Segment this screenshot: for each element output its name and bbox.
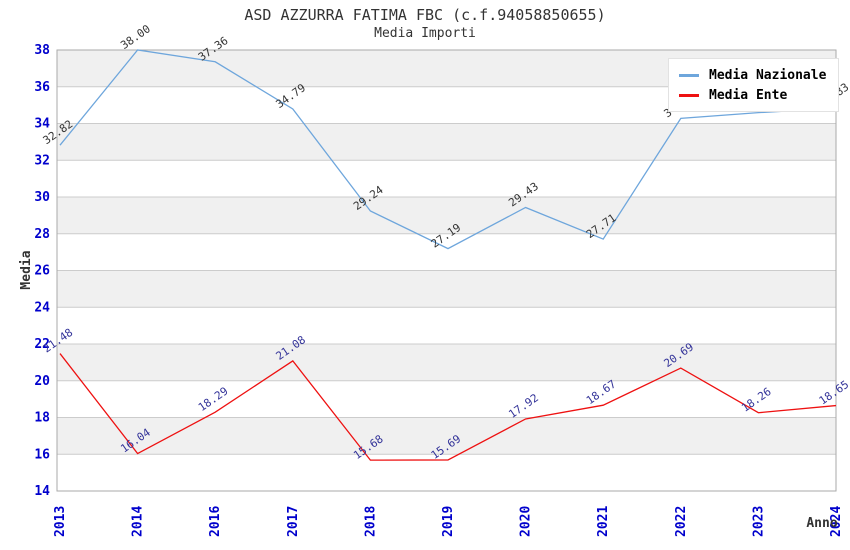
- x-tick-label: 2013: [53, 506, 68, 537]
- series-line-media-ente: [59, 353, 837, 461]
- grid-band: [57, 270, 836, 308]
- legend-box: Media Nazionale Media Ente: [668, 58, 840, 112]
- legend-swatch-media-nazionale: [679, 73, 699, 77]
- legend-item-media-ente: Media Ente: [679, 85, 826, 105]
- grid-band: [57, 123, 836, 161]
- data-label: 38.00: [118, 22, 153, 52]
- legend-swatch-media-ente: [679, 93, 699, 97]
- y-tick-label: 36: [34, 80, 50, 95]
- y-tick-label: 28: [34, 227, 50, 242]
- legend-item-media-nazionale: Media Nazionale: [679, 65, 826, 85]
- x-tick-label: 2021: [596, 506, 611, 537]
- plot-border: [56, 49, 837, 492]
- x-tick-label: 2017: [286, 506, 301, 537]
- x-tick-label: 2019: [441, 506, 456, 537]
- x-tick-label: 2014: [131, 506, 146, 537]
- chart-title: ASD AZZURRA FATIMA FBC (c.f.94058850655): [244, 6, 606, 24]
- grid-band: [57, 197, 836, 234]
- x-axis-title: Anno: [806, 516, 837, 531]
- x-tick-label: 2018: [363, 506, 378, 537]
- x-tick-label: 2024: [829, 506, 844, 537]
- data-label: 18.26: [739, 385, 774, 415]
- data-label: 18.29: [196, 384, 231, 414]
- y-tick-label: 26: [34, 264, 50, 279]
- data-label: 18.65: [817, 378, 850, 408]
- y-tick-label: 16: [34, 447, 50, 462]
- data-label: 18.67: [584, 377, 619, 407]
- y-tick-label: 20: [34, 374, 50, 389]
- y-tick-label: 38: [34, 43, 50, 58]
- y-tick-label: 18: [34, 411, 50, 426]
- y-axis-title: Media: [19, 250, 34, 289]
- grid-band: [57, 344, 836, 381]
- y-tick-label: 32: [34, 153, 50, 168]
- legend-label-media-ente: Media Ente: [709, 87, 788, 103]
- data-label: 17.92: [506, 391, 541, 421]
- grid-band: [57, 417, 836, 455]
- y-tick-label: 24: [34, 300, 50, 315]
- x-tick-label: 2023: [751, 506, 766, 537]
- chart-subtitle: Media Importi: [374, 26, 476, 41]
- legend-label-media-nazionale: Media Nazionale: [709, 67, 827, 83]
- x-tick-label: 2020: [519, 506, 534, 537]
- y-tick-label: 14: [34, 484, 50, 499]
- x-tick-label: 2016: [208, 506, 223, 537]
- y-tick-label: 34: [34, 117, 50, 132]
- x-tick-label: 2022: [674, 506, 689, 537]
- series-line-media-nazionale: [59, 49, 837, 250]
- y-tick-label: 30: [34, 190, 50, 205]
- y-tick-label: 22: [34, 337, 50, 352]
